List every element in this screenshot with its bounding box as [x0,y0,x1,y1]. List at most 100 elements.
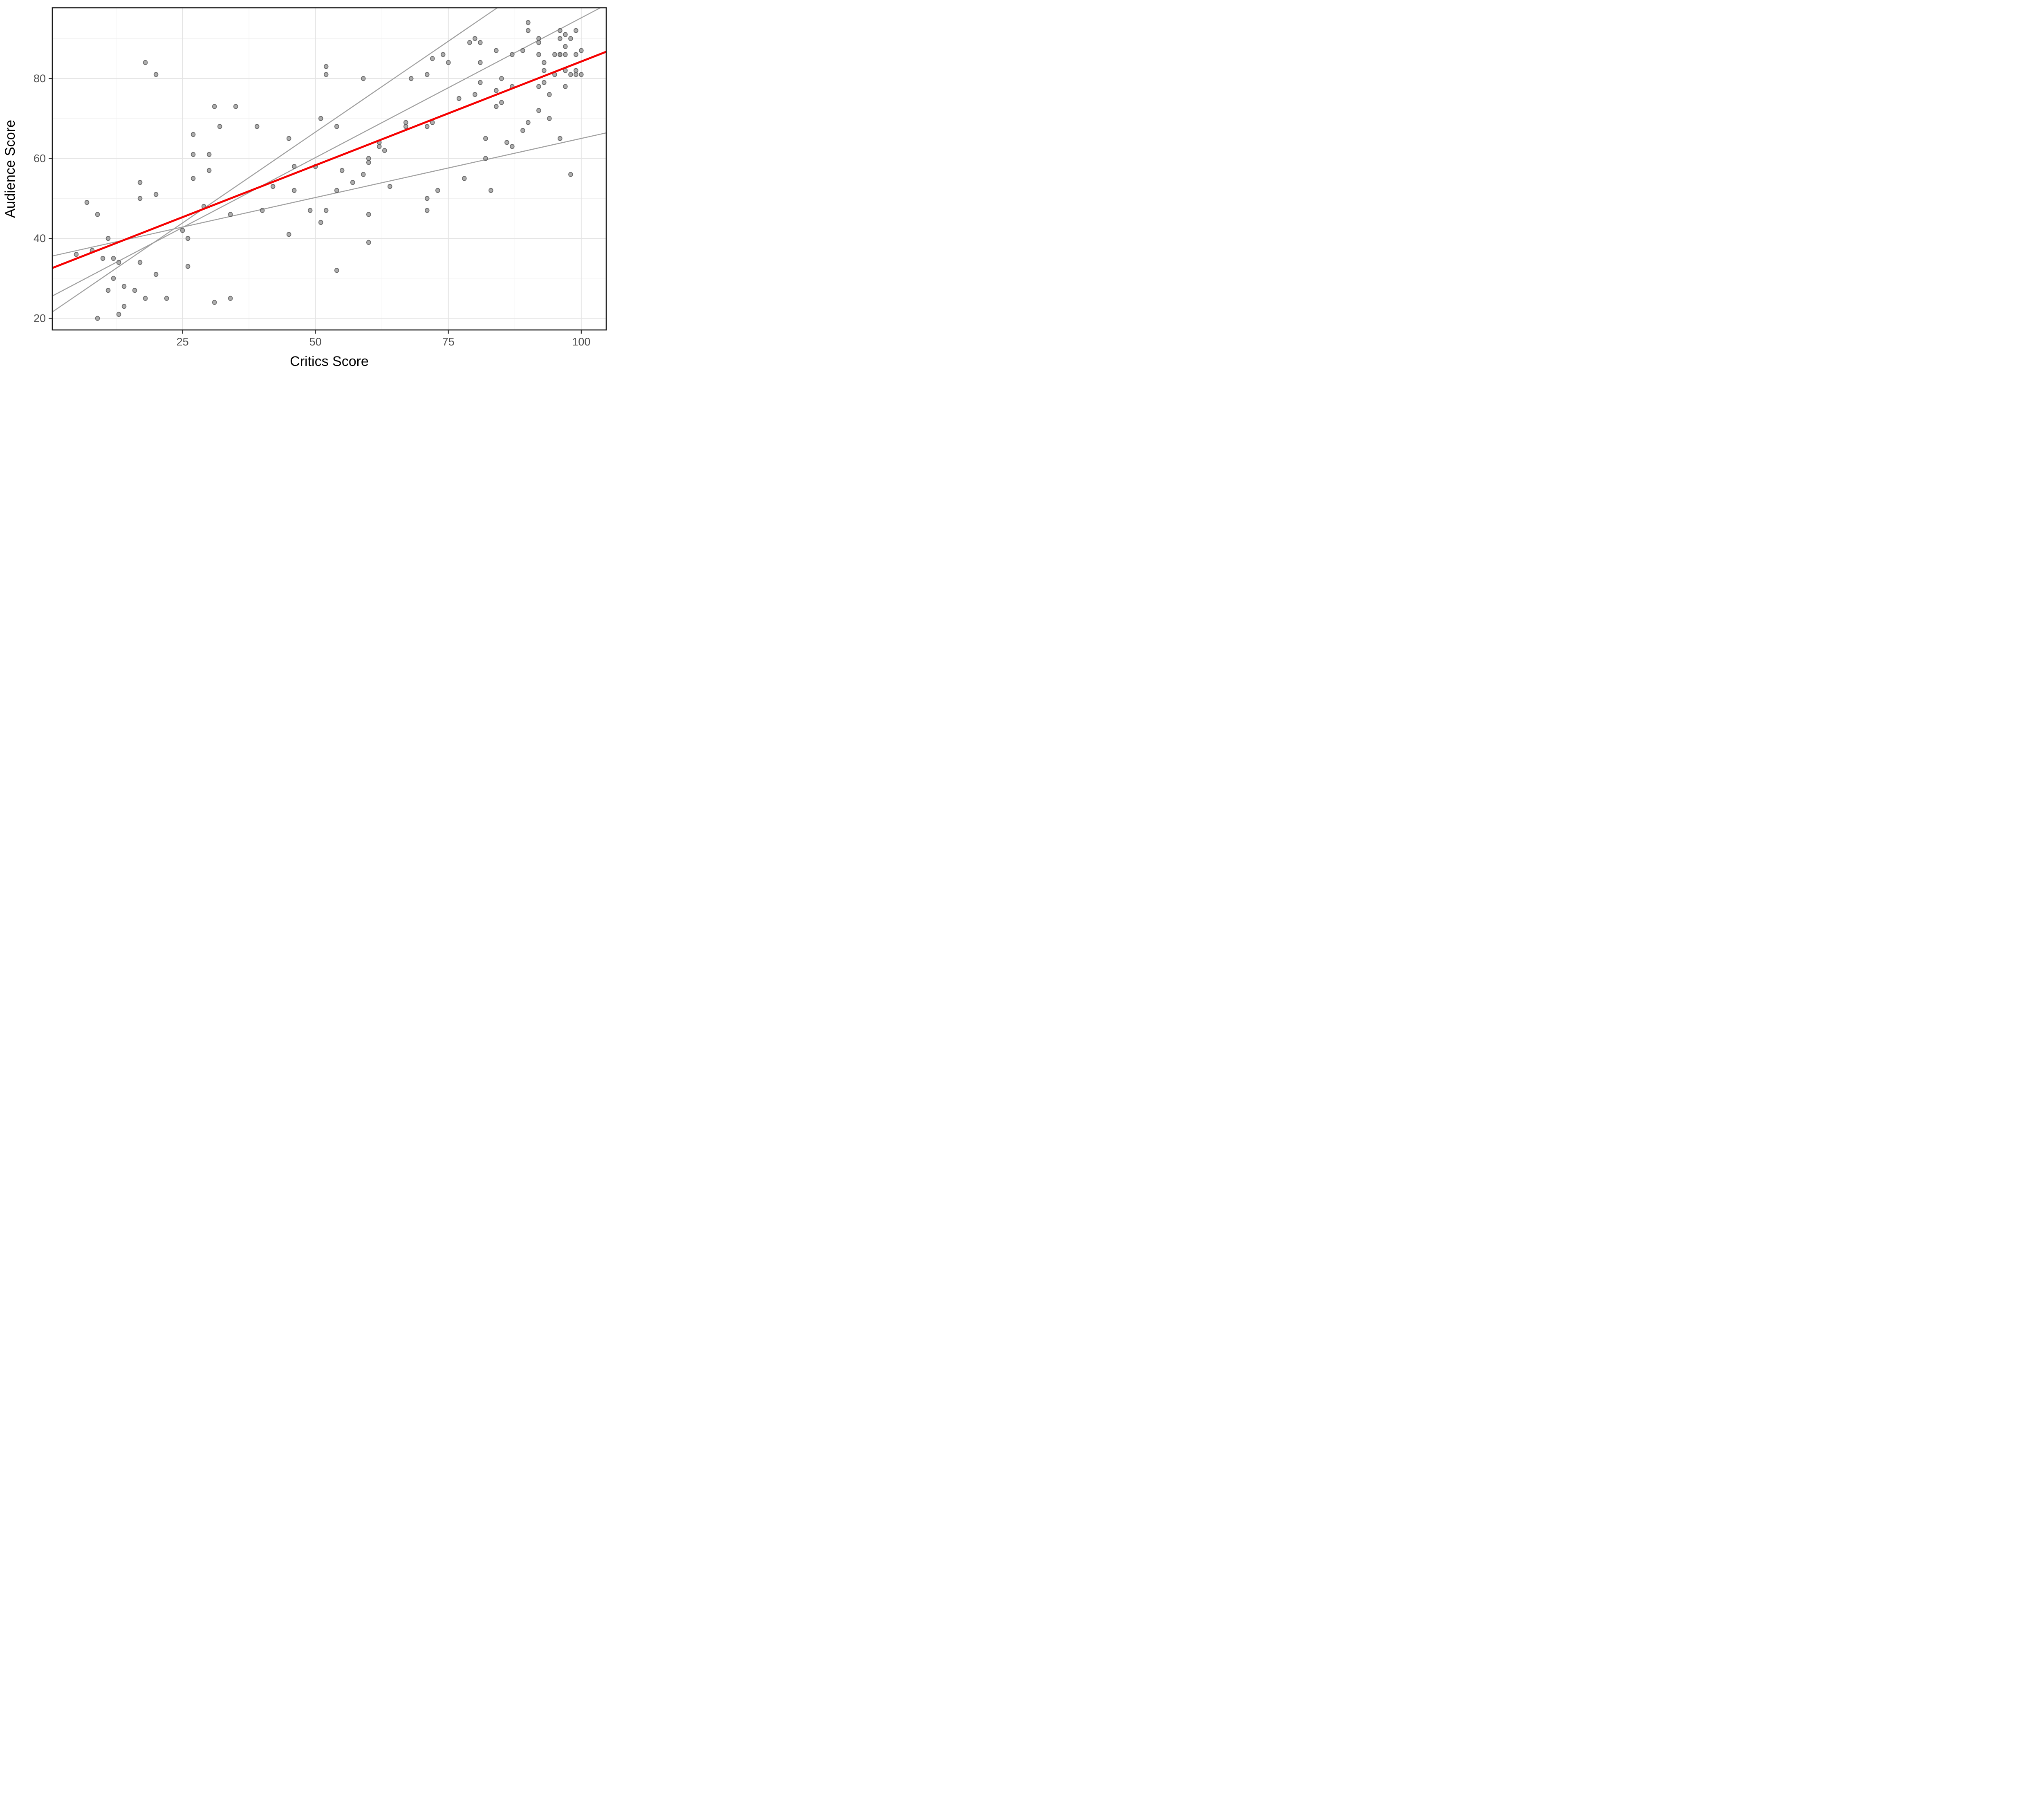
data-point [116,260,121,265]
data-point [536,84,541,89]
data-point [191,176,196,181]
data-point [536,108,541,113]
data-point [185,236,191,241]
data-point [494,104,499,109]
data-point [494,48,499,53]
data-point [473,36,477,41]
data-point [100,256,105,261]
data-point [547,92,552,97]
data-point [568,36,573,41]
data-point [574,68,578,73]
data-point [286,136,291,141]
data-point [473,92,477,97]
red-regression-line [52,51,607,269]
data-point [536,52,541,57]
data-point [105,236,111,241]
data-point [499,100,504,105]
data-point [409,76,414,81]
data-point [137,260,143,265]
x-tick-label: 25 [177,336,189,348]
data-point [339,168,345,173]
data-point [489,188,493,193]
data-point [446,60,451,65]
data-point [558,36,563,41]
data-point [121,284,127,289]
data-point [291,188,297,193]
x-axis-title: Critics Score [290,354,369,369]
data-point [137,196,143,201]
data-point [153,271,159,277]
data-point [425,72,430,77]
data-point [164,296,169,301]
data-point [217,124,222,129]
data-point [526,28,531,33]
x-tick-label: 75 [442,336,455,348]
data-point [563,32,568,37]
data-point [563,84,568,89]
data-point [361,76,366,81]
data-point [291,164,297,169]
data-point [286,232,291,237]
data-point [143,296,148,301]
data-point [74,252,79,257]
data-point [361,172,366,177]
data-point [568,72,573,77]
data-point [425,196,430,201]
panel-border [52,7,607,331]
data-point [441,52,446,57]
data-point [478,40,483,45]
data-point [185,264,191,269]
data-point [228,296,233,301]
data-point [558,52,563,57]
data-point [318,220,323,225]
data-point [260,208,265,213]
chart-canvas: 25 50 75 100 20 40 60 80 Critics Score Audience S… [0,0,613,379]
data-point [403,120,408,125]
y-tick-label: 40 [34,232,46,244]
data-point [510,52,515,57]
panel-background [52,8,606,330]
data-point [191,152,196,157]
data-point [143,60,148,65]
data-point [334,188,339,193]
data-point [206,168,212,173]
data-point [526,20,531,25]
data-point [366,240,371,245]
data-point [494,88,499,93]
sample-regression-line [52,7,601,296]
y-tick-label: 60 [34,153,46,165]
data-point [334,124,339,129]
data-point [233,104,238,109]
data-point [563,44,568,49]
data-point [520,128,525,133]
data-point [563,52,568,57]
data-point [111,256,116,261]
data-point [574,28,578,33]
data-point [84,200,90,205]
data-point [558,136,563,141]
data-point [579,72,584,77]
data-point [467,40,472,45]
data-point [542,80,547,85]
y-tick-label: 20 [34,312,46,325]
sample-regression-line [52,132,607,257]
y-tick-label: 80 [34,72,46,85]
data-point [536,36,541,41]
data-point [425,124,430,129]
y-axis-title: Audience Score [2,120,18,218]
data-point [270,184,276,189]
data-point [558,28,563,33]
x-tick-label: 50 [309,336,322,348]
data-point [478,80,483,85]
data-point [153,72,159,77]
data-point [526,120,531,125]
data-point [121,304,127,309]
data-point [510,144,515,149]
data-point [520,48,525,53]
data-point [366,156,371,161]
data-point [228,212,233,217]
data-point [542,68,547,73]
data-point [435,188,440,193]
data-point [132,288,137,293]
data-point [579,48,584,53]
